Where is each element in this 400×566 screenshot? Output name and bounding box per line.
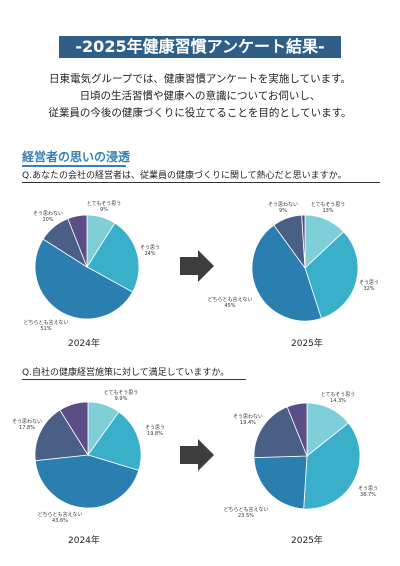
pie-slice-other [286,402,308,457]
pie-value-label: 9% [100,207,108,213]
pie-slice [253,406,308,459]
pie-value-label: 36.7% [360,492,376,498]
pie-slice-label: とてもそう思う [87,200,122,207]
year-label-q2-2024: 2024年 [68,536,100,546]
right-arrow-icon [180,439,214,471]
pie-slice [86,222,140,293]
pie-slice-label: どちらとも言えない [207,296,252,303]
pie-slice-other [67,214,88,268]
pie-slice-label: そう思わない [12,418,42,425]
pie-slice [251,224,322,322]
year-label-q1-2024: 2024年 [68,339,100,349]
year-label-q2-2025: 2025年 [291,536,323,546]
pie-slice-label: そう思う [358,485,378,492]
pie-slice [303,422,361,510]
pie-slice-other [59,401,89,457]
pie-slice-other [301,214,306,269]
pie-slice-label: どちらとも言えない [223,506,268,513]
pie-slice-label: そう思う [145,424,165,431]
question-1-underline [22,182,380,183]
pie-slice-label: そう思わない [33,210,63,217]
pie-value-label: 23.5% [238,513,254,519]
right-arrow-icon [180,250,214,282]
pie-value-label: 9% [279,208,287,214]
pie-value-label: 13% [322,208,333,214]
pie-value-label: 45% [224,303,235,309]
pie-value-label: 17.8% [19,425,35,431]
pie-slice-label: とてもそう思う [321,391,356,398]
pie-slice-label: そう思う [359,279,379,286]
pie-slice [253,455,308,510]
pie-value-label: 10% [42,217,53,223]
pie-slice-label: どちらとも言えない [37,511,82,518]
question-2-underline [22,379,246,380]
pie-slice-label: そう思う [140,244,160,251]
pie-value-label: 9.9% [115,396,128,402]
pie-value-label: 24% [144,251,155,257]
pie-value-label: 19.8% [147,431,163,437]
section-underline [22,165,126,167]
intro-line-1: 日東電気グループでは、健康習慣アンケートを実施しています。 [48,73,352,85]
intro-line-3: 従業員の今後の健康づくりに役立てることを目的としています。 [48,107,352,119]
pie-slice [34,454,140,509]
pie-value-label: 43.6% [52,518,68,524]
pie-slice [87,411,142,471]
year-label-q1-2025: 2025年 [291,339,323,349]
pie-slice-label: そう思わない [233,413,263,420]
pie-slice [34,409,89,462]
pie-value-label: 51% [40,326,51,332]
section-title: 経営者の思いの浸透 [22,150,131,164]
pie-slice-label: そう思わない [268,201,298,208]
intro-line-2: 日頃の生活習慣や健康への意識についてお伺いし、 [79,90,321,102]
page-title: -2025年健康習慣アンケート結果- [59,36,341,58]
question-1: Q.あなたの会社の経営者は、従業員の健康づくりに関して熱心だと思いますか。 [22,171,347,181]
pie-value-label: 14.3% [330,398,346,404]
pie-slice [304,231,359,319]
pie-slice-label: どちらとも言えない [23,319,68,326]
pie-value-label: 32% [363,286,374,292]
pie-slice-label: とてもそう思う [311,201,346,208]
pie-slice-label: とてもそう思う [104,389,139,396]
pie-slice [34,238,134,320]
pie-value-label: 19.4% [240,420,256,426]
question-2: Q.自社の健康経営施策に対して満足していますか。 [22,368,230,378]
